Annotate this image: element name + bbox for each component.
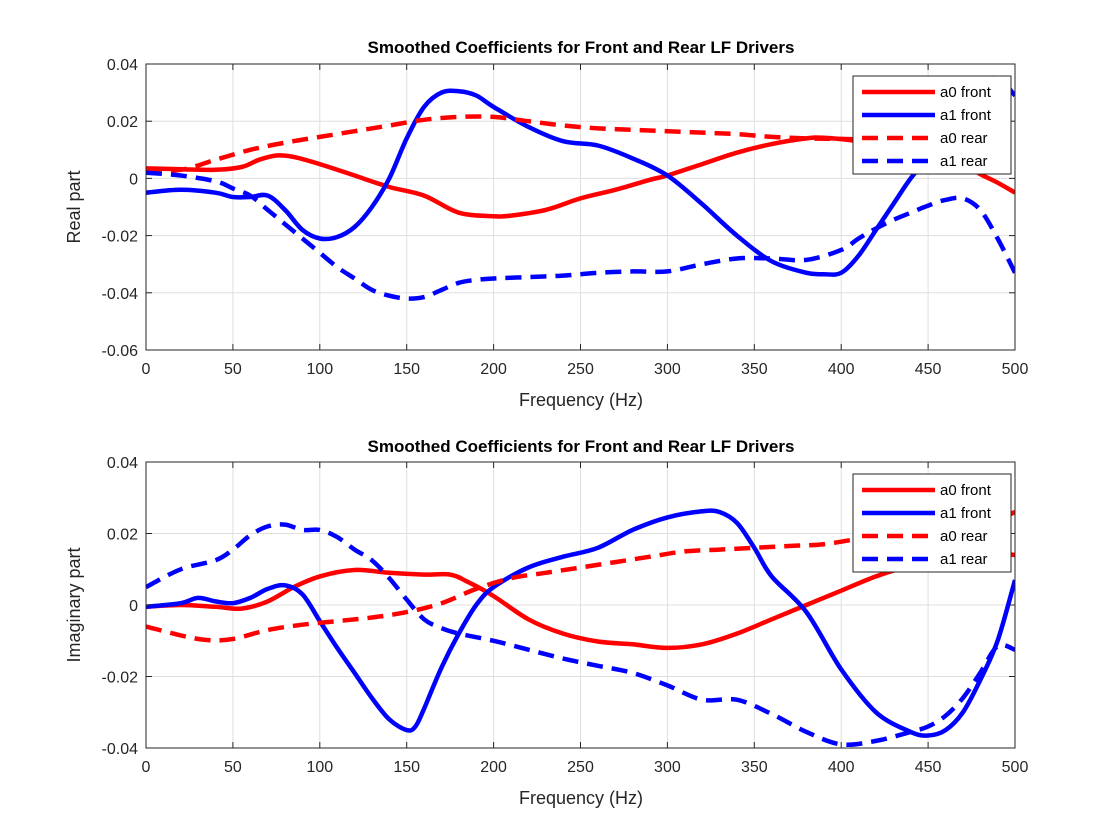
x-tick-label: 300	[654, 759, 681, 776]
chart-title: Smoothed Coefficients for Front and Rear…	[368, 38, 795, 57]
y-axis-label: Imaginary part	[64, 547, 84, 662]
y-tick-label: 0.02	[107, 114, 138, 131]
legend-entry: a1 rear	[940, 153, 988, 170]
x-tick-label: 100	[306, 759, 333, 776]
legend: a0 front a1 front a0 rear a1 rear	[852, 75, 1012, 175]
x-tick-label: 250	[567, 759, 594, 776]
x-tick-label: 50	[224, 361, 242, 378]
x-axis-label: Frequency (Hz)	[519, 788, 643, 808]
x-tick-label: 0	[142, 361, 151, 378]
x-tick-label: 50	[224, 759, 242, 776]
x-tick-label: 250	[567, 361, 594, 378]
y-tick-label: -0.06	[102, 343, 139, 360]
x-tick-label: 200	[480, 759, 507, 776]
x-tick-label: 450	[915, 361, 942, 378]
legend-entry: a1 front	[940, 107, 992, 124]
y-tick-label: 0	[129, 171, 138, 188]
x-tick-label: 350	[741, 759, 768, 776]
series-line-a1-front	[146, 75, 1015, 277]
y-tick-label: 0.02	[107, 527, 138, 544]
x-tick-label: 500	[1002, 759, 1029, 776]
x-tick-label: 150	[393, 759, 420, 776]
series-line-a1-rear	[146, 170, 1015, 301]
y-axis-label: Real part	[64, 170, 84, 243]
x-tick-label: 200	[480, 361, 507, 378]
x-tick-label: 300	[654, 361, 681, 378]
x-tick-label: 350	[741, 361, 768, 378]
x-tick-label: 400	[828, 759, 855, 776]
x-tick-label: 0	[142, 759, 151, 776]
legend-entry: a0 rear	[940, 130, 988, 147]
series-line-a1-rear	[146, 522, 1015, 748]
legend-entry: a0 rear	[940, 528, 988, 545]
series-line-a0-rear	[146, 509, 1015, 643]
chart-title: Smoothed Coefficients for Front and Rear…	[368, 437, 795, 456]
x-tick-label: 100	[306, 361, 333, 378]
y-tick-label: 0.04	[107, 57, 138, 74]
y-tick-label: -0.04	[102, 286, 139, 303]
y-tick-label: 0.04	[107, 455, 138, 472]
x-axis-label: Frequency (Hz)	[519, 390, 643, 410]
y-tick-label: -0.04	[102, 741, 139, 758]
subplot-real: Smoothed Coefficients for Front and Rear…	[64, 38, 1028, 410]
x-tick-label: 450	[915, 759, 942, 776]
x-tick-label: 500	[1002, 361, 1029, 378]
x-tick-label: 400	[828, 361, 855, 378]
series-line-a0-front	[146, 550, 1015, 651]
legend-entry: a1 front	[940, 505, 992, 522]
subplot-imaginary: Smoothed Coefficients for Front and Rear…	[64, 437, 1028, 808]
series-line-a1-front	[146, 508, 1015, 738]
legend: a0 front a1 front a0 rear a1 rear	[852, 473, 1012, 573]
legend-entry: a1 rear	[940, 551, 988, 568]
x-tick-label: 150	[393, 361, 420, 378]
legend-entry: a0 front	[940, 84, 992, 101]
y-tick-label: -0.02	[102, 670, 139, 687]
y-tick-label: 0	[129, 598, 138, 615]
legend-entry: a0 front	[940, 482, 992, 499]
y-tick-label: -0.02	[102, 229, 139, 246]
